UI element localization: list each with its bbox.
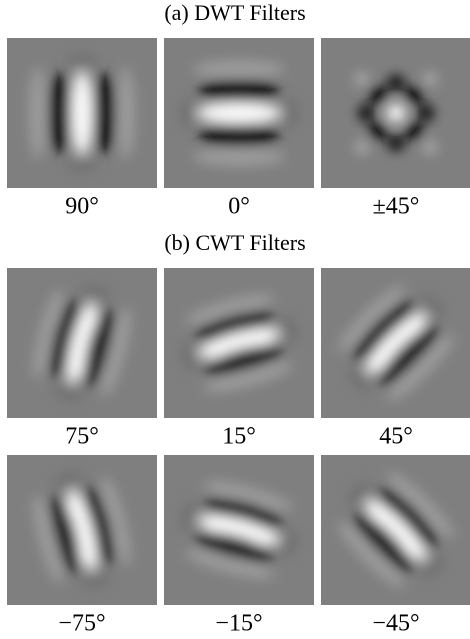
filter-label: −75° (58, 611, 105, 637)
filter-image (164, 268, 314, 418)
filter-label: −45° (372, 611, 419, 637)
section-title: (b) CWT Filters (164, 230, 305, 255)
filter-label: 75° (65, 424, 99, 450)
filter-label: ±45° (373, 194, 420, 220)
filter-image (321, 455, 470, 605)
filter-image (164, 38, 314, 188)
filter-image (321, 38, 470, 188)
filter-image (7, 268, 157, 418)
filter-label: 45° (379, 424, 413, 450)
filter-label: 90° (65, 194, 99, 220)
filter-label: −15° (215, 611, 262, 637)
filter-image (164, 455, 314, 605)
filter-image (321, 268, 470, 418)
filter-label: 0° (228, 194, 250, 220)
filter-label: 15° (222, 424, 256, 450)
filter-image (7, 455, 157, 605)
section-title: (a) DWT Filters (164, 0, 305, 25)
filter-image (7, 38, 157, 188)
